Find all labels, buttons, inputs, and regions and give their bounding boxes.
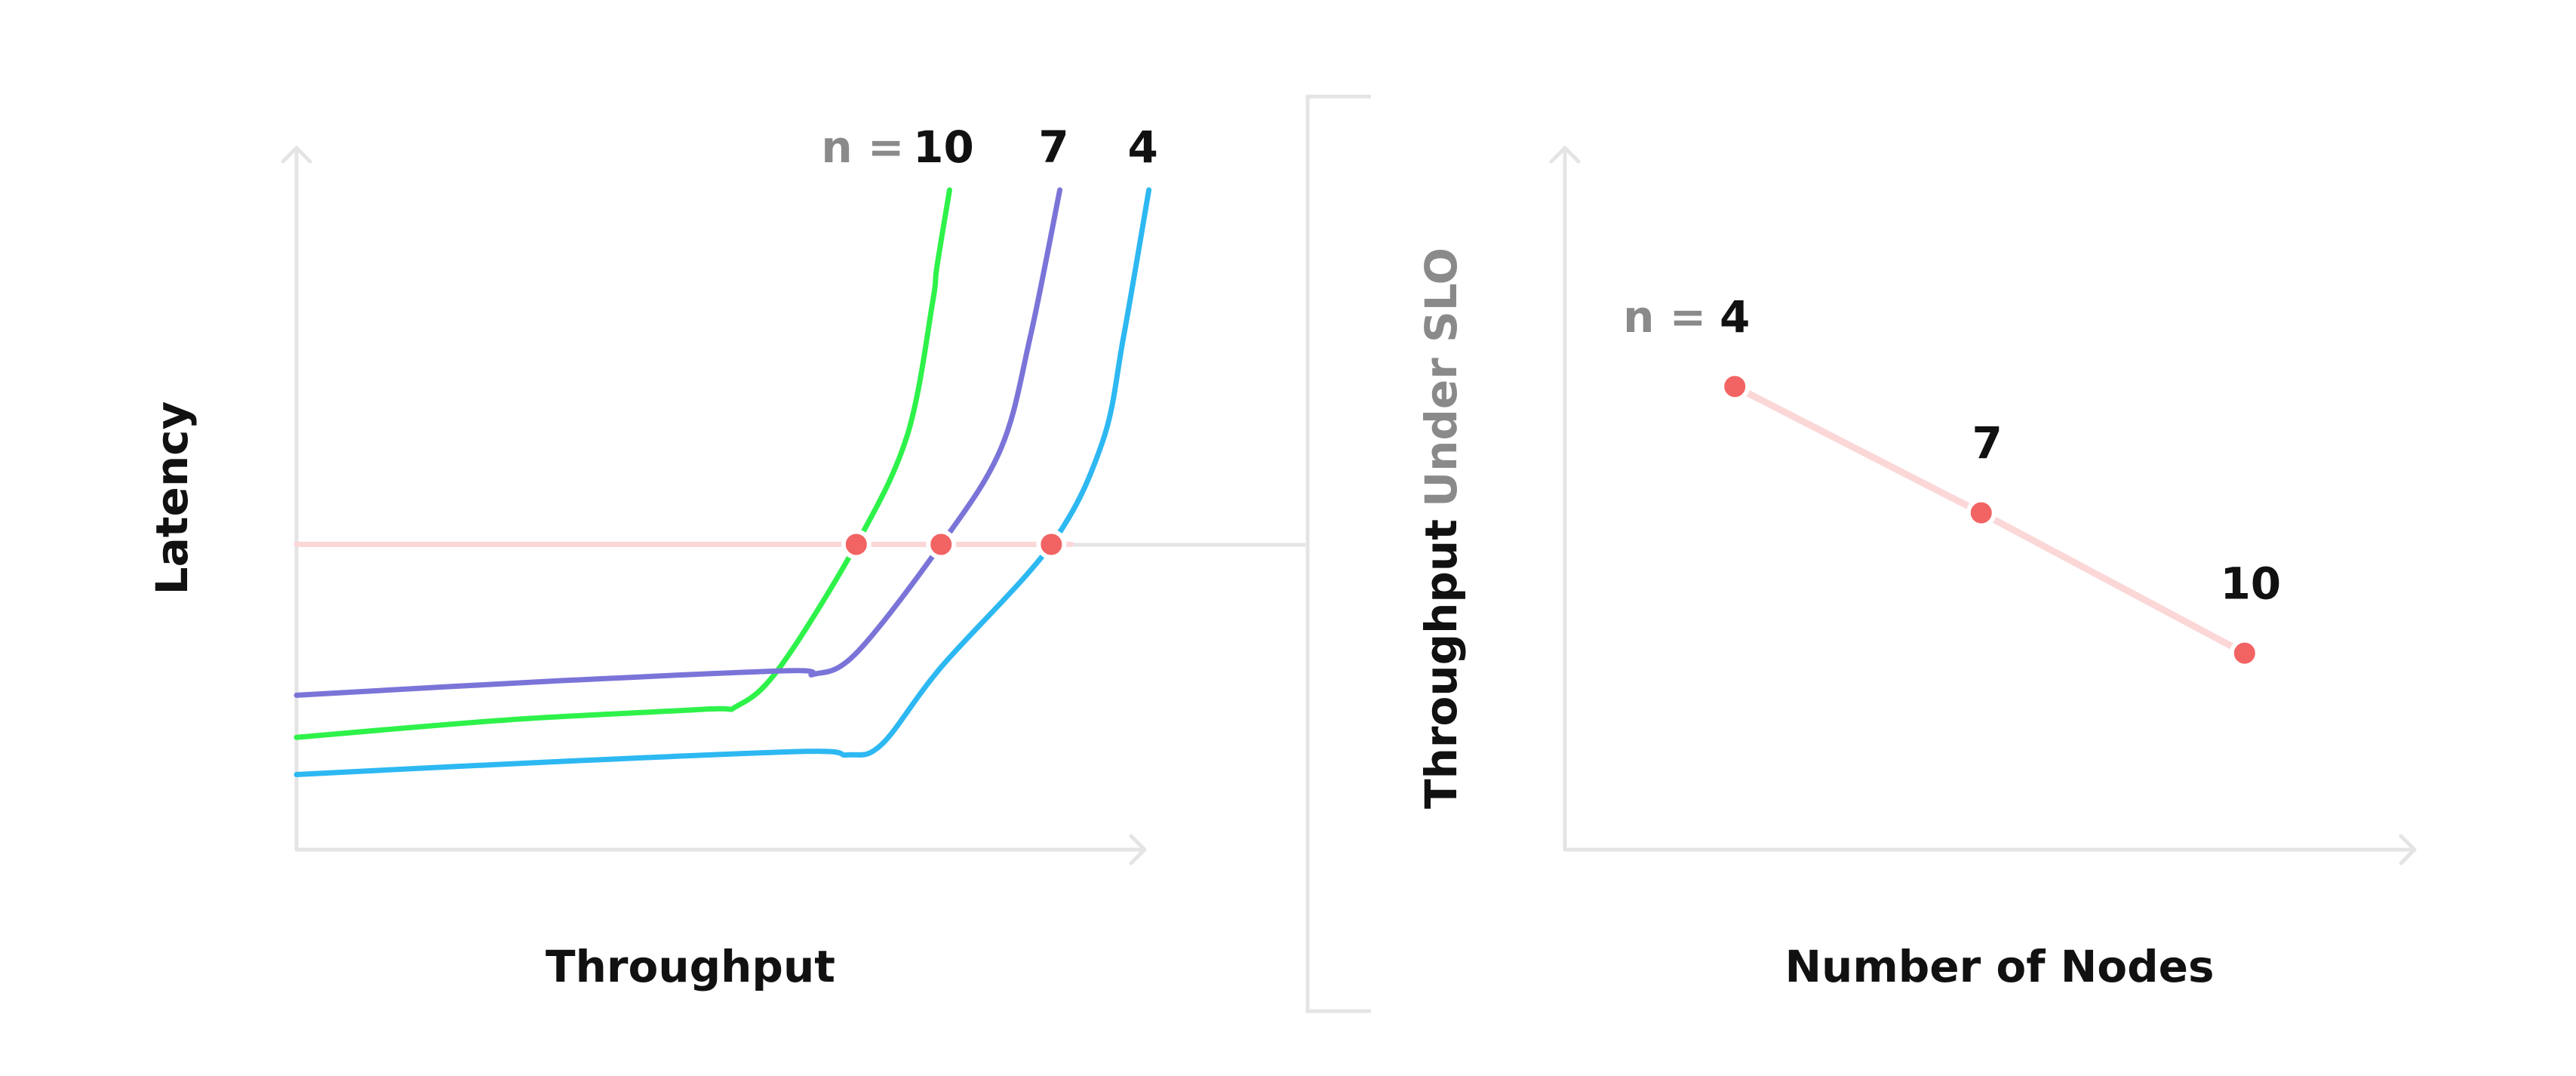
right-y-axis	[1549, 146, 1581, 852]
slo-point-n10	[841, 529, 871, 560]
right-x-axis	[1563, 834, 2417, 865]
throughput-point-n7	[1966, 497, 1997, 528]
left-y-axis-title: Latency	[146, 401, 198, 595]
throughput-point-n4	[1720, 371, 1751, 402]
node-label-n7: 7	[1972, 418, 2003, 469]
left-x-axis-title: Throughput	[546, 941, 835, 992]
series-line-n10	[294, 187, 952, 740]
right-y-axis-title: Throughput Under SLO	[1416, 247, 1467, 809]
right-y-axis-title-main: Throughput	[1416, 519, 1467, 809]
node-label-n10: 10	[2220, 558, 2281, 610]
series-labels: 10n = 7 4	[821, 121, 1157, 173]
latency-curves	[294, 187, 1152, 777]
panel-divider-bracket	[1305, 94, 1371, 1013]
node-count-labels: 4 n = 7 10	[1623, 291, 2281, 609]
slo-point-n4	[1036, 529, 1067, 560]
left-x-axis	[294, 834, 1147, 865]
throughput-series	[1720, 371, 2260, 669]
node-label-prefix: n =	[1623, 291, 1706, 343]
slo-point-n7	[926, 529, 957, 560]
left-y-axis	[281, 146, 312, 852]
latency-throughput-chart: 10n = 7 4 Throughput Latency	[146, 121, 1305, 992]
slo-intersection-points	[841, 529, 1067, 560]
throughput-nodes-chart: 4 n = 7 10 Number of Nodes Throughput Under …	[1416, 146, 2417, 992]
series-line-n7	[294, 187, 1063, 698]
right-x-axis-title: Number of Nodes	[1785, 941, 2215, 992]
series-label-n10: 10	[913, 121, 974, 173]
node-label-n4: 4	[1720, 291, 1750, 343]
series-label-n7: 7	[1038, 121, 1068, 173]
series-line-n4	[294, 187, 1152, 777]
throughput-point-n10	[2229, 638, 2260, 669]
right-y-axis-title-sub: Under SLO	[1416, 247, 1467, 507]
series-label-n4: 4	[1127, 121, 1157, 173]
series-label-prefix: n =	[821, 121, 904, 173]
